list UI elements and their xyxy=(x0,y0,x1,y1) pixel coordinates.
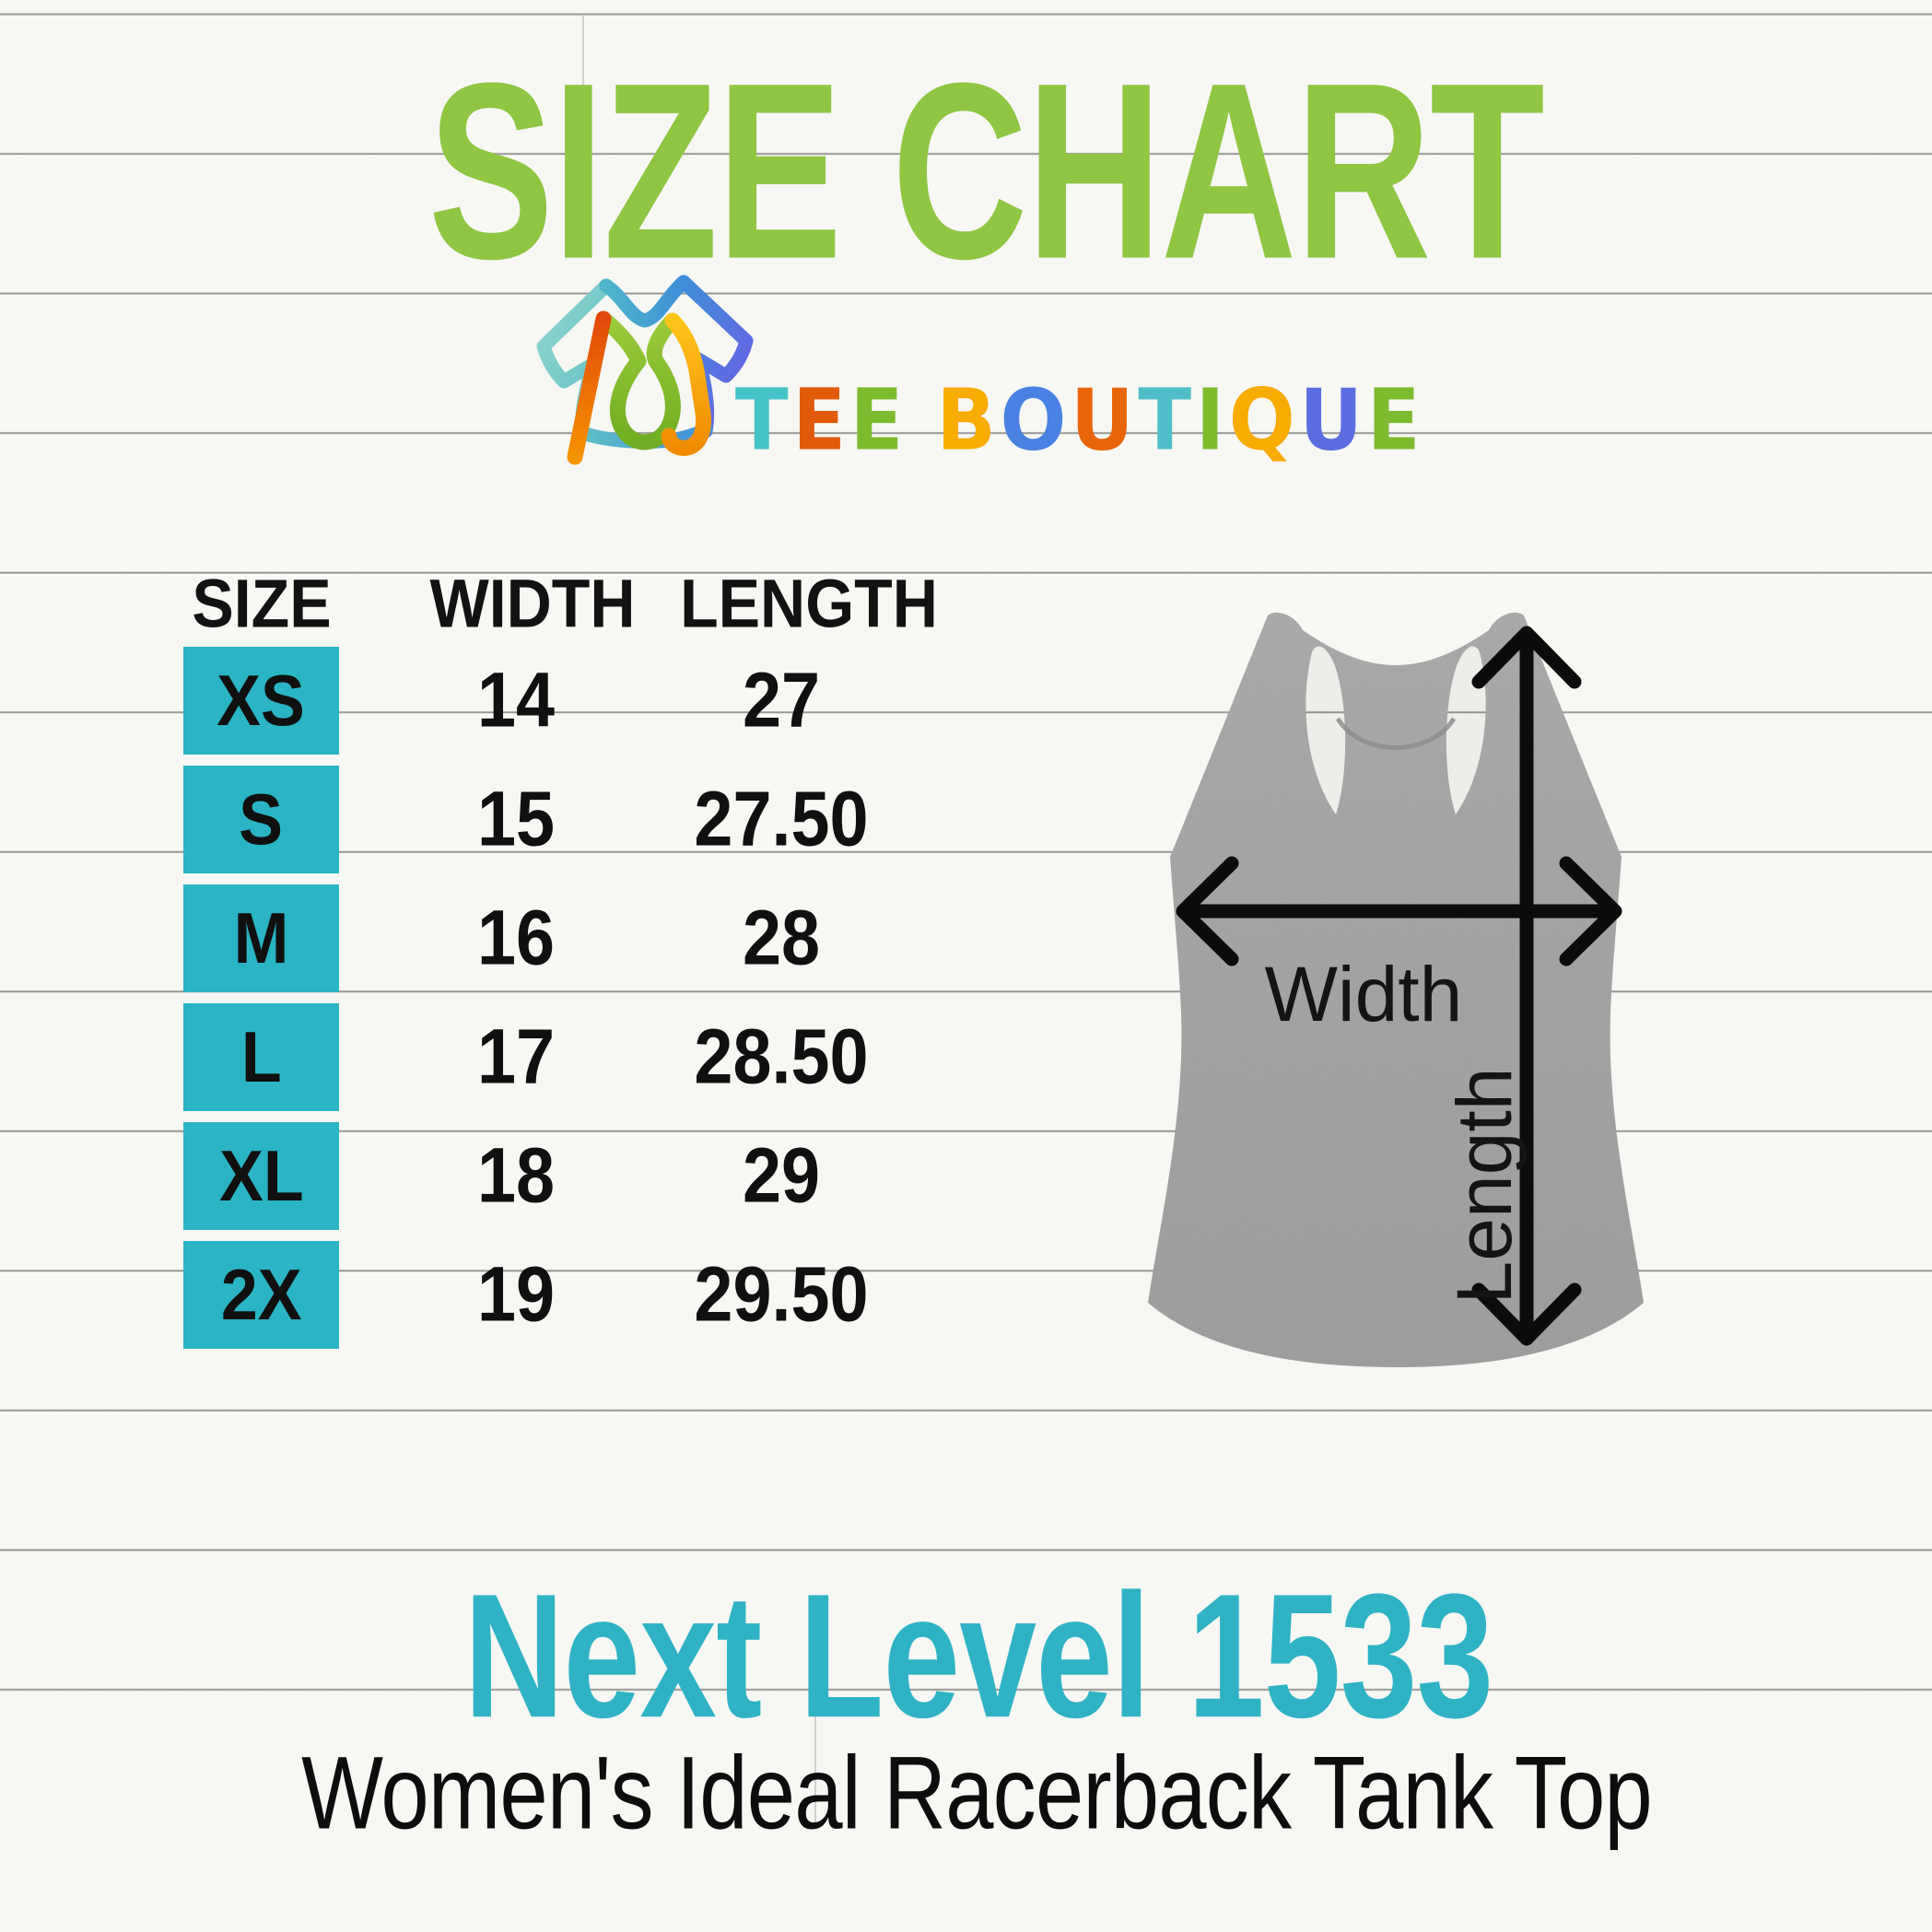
size-label: M xyxy=(233,897,289,978)
size-cell: XS xyxy=(183,647,339,755)
size-label: 2X xyxy=(220,1254,302,1335)
page-title: SIZE CHART xyxy=(427,30,1545,311)
brand-letter: O xyxy=(1000,370,1071,470)
length-value: 29 xyxy=(742,1131,821,1219)
length-value: 27 xyxy=(742,656,821,744)
brand-letter: U xyxy=(1071,370,1139,470)
width-value: 18 xyxy=(476,1131,556,1219)
column-header-width: WIDTH xyxy=(429,565,636,642)
brand-name: TEE BOUTIQUE xyxy=(735,371,1424,470)
width-value: 14 xyxy=(476,656,556,744)
width-value: 17 xyxy=(476,1013,556,1100)
size-label: XS xyxy=(217,660,306,741)
size-cell: M xyxy=(183,884,339,992)
brand-letter: B xyxy=(936,370,1001,470)
brand-letter: Q xyxy=(1228,370,1300,470)
size-cell: XL xyxy=(183,1122,339,1230)
length-arrow-label: Length xyxy=(1441,1068,1528,1305)
tshirt-logo-icon xyxy=(536,275,754,465)
width-value: 16 xyxy=(476,894,556,981)
width-value: 15 xyxy=(476,775,556,862)
width-value: 19 xyxy=(476,1250,556,1338)
length-value: 27.50 xyxy=(694,775,869,862)
measurement-arrows xyxy=(1176,626,1622,1346)
brand-letter: I xyxy=(1195,370,1229,470)
brand-letter: T xyxy=(1138,370,1196,470)
brand-letter: T xyxy=(734,370,793,470)
size-cell: 2X xyxy=(183,1241,339,1349)
column-header-length: LENGTH xyxy=(680,565,938,642)
brand-letter: U xyxy=(1299,370,1367,470)
width-arrow-label: Width xyxy=(1265,951,1463,1037)
collar-seam xyxy=(1335,717,1457,750)
size-cell: L xyxy=(183,1003,339,1111)
size-label: L xyxy=(240,1016,282,1097)
length-value: 28 xyxy=(742,894,821,981)
brand-letter: E xyxy=(849,370,908,470)
size-label: XL xyxy=(218,1135,304,1216)
product-name: Women's Ideal Racerback Tank Top xyxy=(301,1735,1653,1851)
column-header-size: SIZE xyxy=(192,565,332,642)
brand-letter: E xyxy=(1366,370,1425,470)
length-value: 28.50 xyxy=(694,1013,869,1100)
wood-seam xyxy=(582,16,584,154)
size-label: S xyxy=(239,779,284,860)
size-cell: S xyxy=(183,766,339,873)
brand-letter: E xyxy=(792,370,850,470)
product-model: Next Level 1533 xyxy=(463,1556,1494,1755)
wood-seam xyxy=(814,1685,816,1823)
length-value: 29.50 xyxy=(694,1250,869,1338)
tank-top-diagram: Width Length xyxy=(1148,612,1644,1367)
